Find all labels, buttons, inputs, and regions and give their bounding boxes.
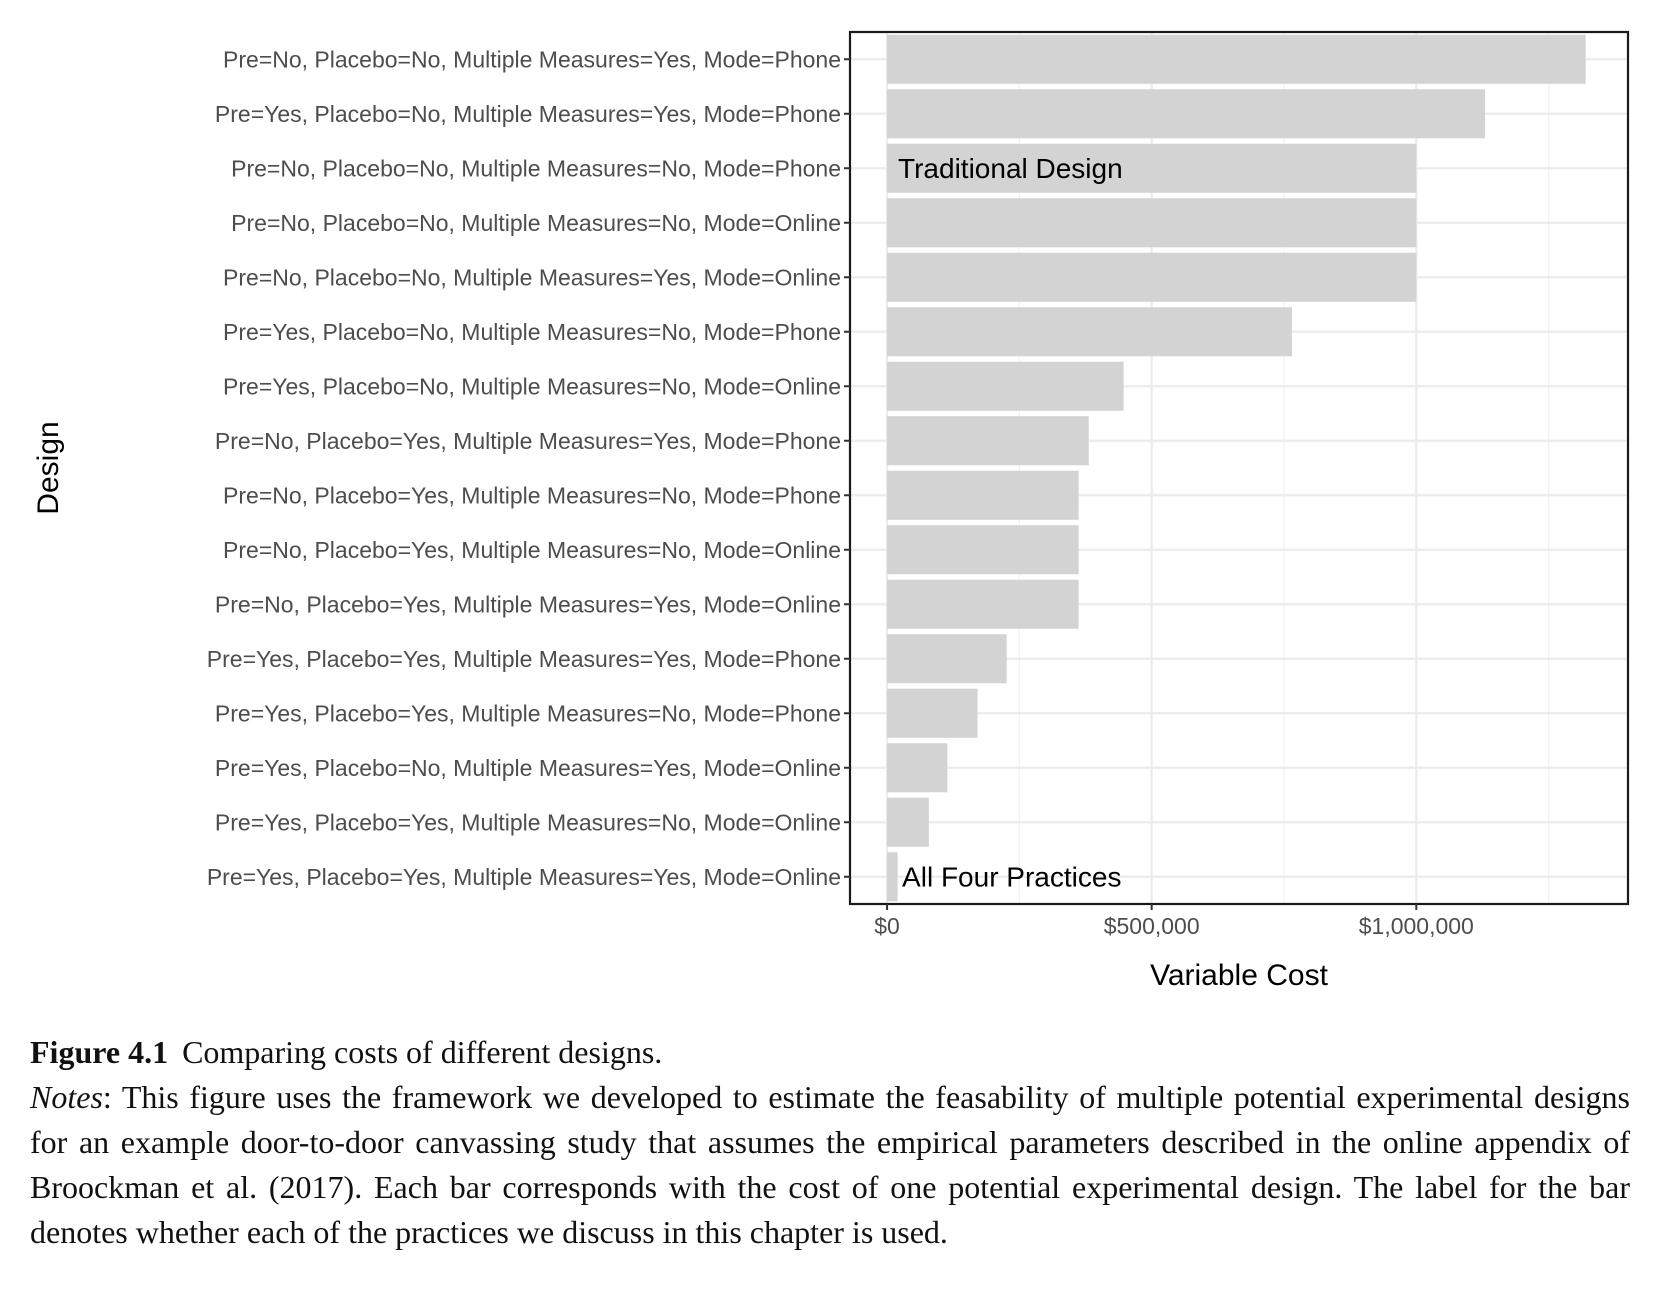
y-tick-label: Pre=Yes, Placebo=No, Multiple Measures=Y… xyxy=(215,101,841,127)
x-axis-title: Variable Cost xyxy=(1150,959,1329,992)
bar xyxy=(887,852,898,902)
bar xyxy=(887,307,1292,357)
bar xyxy=(887,797,929,847)
y-tick-label: Pre=No, Placebo=Yes, Multiple Measures=N… xyxy=(223,482,841,508)
y-tick-label: Pre=Yes, Placebo=Yes, Multiple Measures=… xyxy=(215,809,841,835)
y-tick-label: Pre=Yes, Placebo=No, Multiple Measures=Y… xyxy=(215,755,841,781)
bars xyxy=(887,34,1586,902)
y-tick-label: Pre=Yes, Placebo=Yes, Multiple Measures=… xyxy=(207,864,841,890)
bar xyxy=(887,143,1417,193)
bar xyxy=(887,252,1417,302)
x-tick-label: $500,000 xyxy=(1104,913,1200,939)
y-tick-label: Pre=Yes, Placebo=No, Multiple Measures=N… xyxy=(223,319,841,345)
figure-label: Figure 4.1 xyxy=(30,1034,169,1070)
notes-text: : This figure uses the framework we deve… xyxy=(30,1079,1630,1250)
y-axis-ticks: Pre=No, Placebo=No, Multiple Measures=Ye… xyxy=(207,46,850,890)
figure-notes: Notes: This figure uses the framework we… xyxy=(30,1075,1630,1255)
bar xyxy=(887,525,1079,575)
plot-panel-border xyxy=(848,30,1630,906)
annotations: Traditional Design All Four Practices xyxy=(898,153,1123,893)
y-tick-label: Pre=Yes, Placebo=Yes, Multiple Measures=… xyxy=(215,700,841,726)
y-tick-label: Pre=No, Placebo=Yes, Multiple Measures=Y… xyxy=(215,591,841,617)
bar-annotation: All Four Practices xyxy=(902,861,1121,892)
x-tick-label: $1,000,000 xyxy=(1359,913,1474,939)
bar xyxy=(887,579,1079,629)
bar xyxy=(887,470,1079,520)
y-axis-title: Design xyxy=(32,421,65,514)
figure-title: Comparing costs of different designs. xyxy=(182,1034,663,1070)
bar xyxy=(887,688,978,738)
bar xyxy=(887,361,1124,411)
bar xyxy=(887,634,1007,684)
notes-label: Notes xyxy=(30,1079,103,1115)
y-tick-label: Pre=No, Placebo=Yes, Multiple Measures=N… xyxy=(223,537,841,563)
bar xyxy=(887,743,948,793)
bar xyxy=(887,416,1089,466)
y-tick-label: Pre=Yes, Placebo=Yes, Multiple Measures=… xyxy=(207,646,841,672)
y-tick-label: Pre=No, Placebo=Yes, Multiple Measures=Y… xyxy=(215,428,841,454)
bar xyxy=(887,89,1486,139)
x-axis-ticks: $0 $500,000 $1,000,000 xyxy=(874,904,1474,939)
y-tick-label: Pre=No, Placebo=No, Multiple Measures=Ye… xyxy=(223,46,841,72)
y-tick-label: Pre=Yes, Placebo=No, Multiple Measures=N… xyxy=(223,373,841,399)
y-tick-label: Pre=No, Placebo=No, Multiple Measures=No… xyxy=(231,155,841,181)
bar xyxy=(887,198,1417,248)
y-tick-label: Pre=No, Placebo=No, Multiple Measures=Ye… xyxy=(223,264,841,290)
x-tick-label: $0 xyxy=(874,913,900,939)
bar-chart: Traditional Design All Four Practices Pre… xyxy=(32,30,1630,992)
y-tick-label: Pre=No, Placebo=No, Multiple Measures=No… xyxy=(231,210,841,236)
bar-annotation: Traditional Design xyxy=(898,153,1123,184)
figure-caption: Figure 4.1 Comparing costs of different d… xyxy=(30,1030,1630,1255)
bar xyxy=(887,34,1586,84)
